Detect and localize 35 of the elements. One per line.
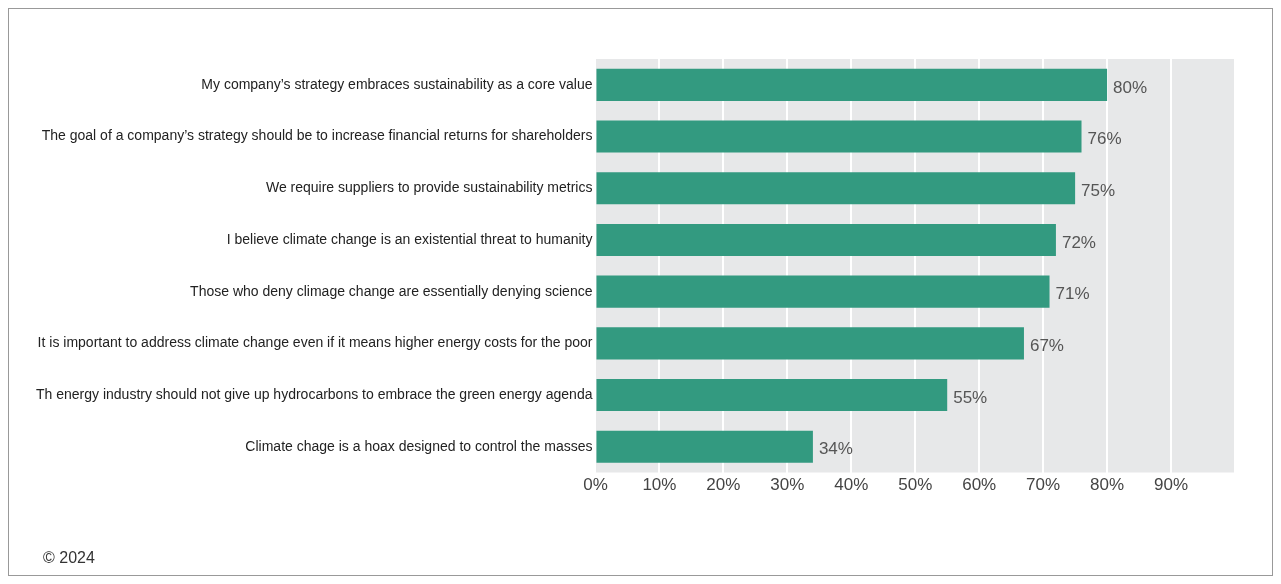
y-tick-label: It is important to address climate change even if it means higher energy costs for the poor xyxy=(37,334,593,351)
x-tick-label: 50% xyxy=(898,475,933,495)
bar xyxy=(596,68,1108,101)
x-tick-label: 60% xyxy=(962,475,997,495)
y-tick-label: Those who deny climage change are essentially denying science xyxy=(190,282,593,299)
data-label: 34% xyxy=(818,439,853,459)
x-tick-label: 0% xyxy=(583,475,608,495)
y-tick-label: We require suppliers to provide sustainability metrics xyxy=(265,179,593,196)
x-tick-label: 40% xyxy=(834,475,869,495)
text: © 2024 xyxy=(43,549,95,567)
data-label: 76% xyxy=(1087,129,1122,149)
bar xyxy=(596,275,1050,308)
y-tick-label: The goal of a company’s strategy should be to increase financial returns for shareholders xyxy=(41,127,593,144)
x-tick-label: 70% xyxy=(1026,475,1061,495)
bar xyxy=(596,379,948,412)
bar xyxy=(596,172,1076,205)
data-label: 72% xyxy=(1061,232,1096,252)
x-tick-label: 10% xyxy=(642,475,677,495)
bar xyxy=(596,430,813,463)
y-tick-label: Climate chage is a hoax designed to control the masses xyxy=(245,437,593,454)
x-tick-label: 30% xyxy=(770,475,805,495)
x-tick-label: 80% xyxy=(1090,475,1125,495)
data-label: 80% xyxy=(1113,77,1148,97)
bar xyxy=(596,223,1056,256)
data-label: 67% xyxy=(1029,336,1064,356)
data-label: 71% xyxy=(1055,284,1090,304)
y-tick-label: Th energy industry should not give up hydrocarbons to embrace the green energy agenda xyxy=(36,385,593,402)
y-tick-label: I believe climate change is an existential threat to humanity xyxy=(226,230,593,247)
y-tick-label: My company’s strategy embraces sustainability as a core value xyxy=(201,75,593,92)
x-tick-label: 20% xyxy=(706,475,741,495)
bar xyxy=(596,120,1082,153)
data-label: 75% xyxy=(1081,180,1116,200)
x-tick-label: 90% xyxy=(1154,475,1189,495)
bar xyxy=(596,327,1024,360)
data-label: 55% xyxy=(953,387,988,407)
